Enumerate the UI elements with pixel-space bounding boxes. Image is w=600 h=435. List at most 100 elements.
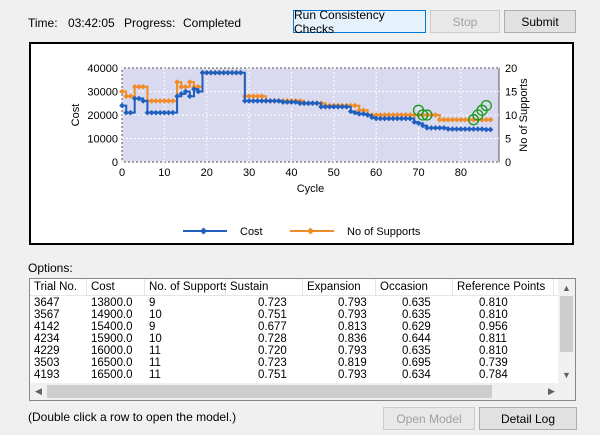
table-row[interactable]: 4142 15400.0 9 0.677 0.813 0.629 0.956 xyxy=(30,321,560,333)
supports-point xyxy=(178,83,185,90)
cost-point xyxy=(199,69,206,76)
supports-point xyxy=(449,116,456,123)
x-tick-label: 40 xyxy=(285,167,297,179)
cost-point xyxy=(377,115,384,122)
cost-point xyxy=(441,125,447,131)
cost-point xyxy=(373,115,379,122)
x-tick-label: 50 xyxy=(328,167,340,179)
vertical-scrollbar[interactable]: ▲ ▼ xyxy=(558,279,575,383)
chevron-left-icon[interactable]: ◀ xyxy=(35,386,42,396)
table-cell: 3567 xyxy=(34,309,60,321)
submit-button[interactable]: Submit xyxy=(504,10,576,33)
column-header[interactable]: Trial No. xyxy=(30,279,87,296)
column-header[interactable]: Expansion xyxy=(303,279,376,296)
supports-point xyxy=(483,116,490,123)
table-cell: 0.720 xyxy=(258,345,287,357)
table-cell: 0.819 xyxy=(338,357,367,369)
cost-point xyxy=(402,115,409,122)
supports-point xyxy=(153,98,159,104)
cost-point xyxy=(458,126,464,132)
table-cell: 0.956 xyxy=(479,321,508,333)
cost-point xyxy=(390,115,396,122)
cost-point xyxy=(284,99,291,105)
chevron-right-icon[interactable]: ▶ xyxy=(548,386,555,396)
stop-button[interactable]: Stop xyxy=(430,10,500,33)
run-consistency-checks-button[interactable]: Run Consistency Checks xyxy=(293,8,426,36)
table-row[interactable]: 3567 14900.0 10 0.751 0.793 0.635 0.810 xyxy=(30,309,560,321)
y-tick-label: 0 xyxy=(112,157,118,169)
chevron-up-icon[interactable]: ▲ xyxy=(562,282,571,293)
table-row[interactable]: 4234 15900.0 10 0.728 0.836 0.644 0.811 xyxy=(30,333,560,345)
table-cell: 0.793 xyxy=(338,297,367,309)
detail-log-button[interactable]: Detail Log xyxy=(479,407,577,430)
cost-point xyxy=(411,119,418,125)
column-header[interactable]: Occasion xyxy=(376,279,453,296)
cost-point xyxy=(394,115,401,122)
scroll-thumb-horizontal[interactable] xyxy=(47,385,492,398)
highlight-circle xyxy=(421,109,433,121)
column-header[interactable]: Cost xyxy=(87,279,145,296)
cost-point xyxy=(225,69,231,76)
cost-point xyxy=(220,69,227,76)
time-label: Time: xyxy=(28,16,58,30)
cost-point xyxy=(369,114,375,121)
cost-point xyxy=(123,109,130,116)
cost-point xyxy=(161,109,168,116)
table-cell: 4234 xyxy=(34,333,60,345)
trials-table[interactable]: Trial No. Cost No. of Supports Sustain Expan… xyxy=(29,278,576,401)
table-row[interactable]: 3647 13800.0 9 0.723 0.793 0.635 0.810 xyxy=(30,297,560,309)
cost-point xyxy=(280,99,286,105)
supports-point xyxy=(402,112,409,118)
table-cell: 0.723 xyxy=(258,357,287,369)
cost-point xyxy=(131,95,138,102)
cost-point xyxy=(174,93,180,100)
supports-point xyxy=(390,112,396,118)
cost-point xyxy=(263,98,269,104)
cost-point xyxy=(462,126,468,132)
table-cell: 16500.0 xyxy=(91,369,133,381)
open-model-button[interactable]: Open Model xyxy=(383,407,475,430)
cost-point xyxy=(352,109,358,116)
cost-point xyxy=(292,99,299,105)
x-tick-label: 60 xyxy=(370,167,382,179)
table-cell: 15400.0 xyxy=(91,321,133,333)
y-tick-label: 20000 xyxy=(87,110,118,122)
time-value: 03:42:05 xyxy=(68,16,115,30)
cost-point xyxy=(436,125,443,131)
supports-point xyxy=(432,112,439,118)
table-cell: 0.751 xyxy=(258,369,287,381)
supports-point xyxy=(258,93,265,100)
table-row[interactable]: 4229 16000.0 11 0.720 0.793 0.635 0.810 xyxy=(30,345,560,357)
cost-point xyxy=(466,126,473,132)
supports-point xyxy=(445,116,451,123)
x-tick-label: 10 xyxy=(158,167,170,179)
column-header[interactable]: Sustain xyxy=(226,279,303,296)
supports-point xyxy=(360,107,367,114)
table-cell: 0.811 xyxy=(479,333,507,345)
cost-point xyxy=(144,109,151,116)
cost-point xyxy=(186,93,193,100)
table-row[interactable]: 3503 16500.0 11 0.723 0.819 0.695 0.739 xyxy=(30,357,560,369)
table-cell: 10 xyxy=(149,333,162,345)
table-row[interactable]: 4193 16500.0 11 0.751 0.793 0.634 0.784 xyxy=(30,369,560,381)
x-tick-label: 0 xyxy=(119,167,125,179)
supports-point xyxy=(394,112,401,118)
column-header[interactable]: Reference Points xyxy=(453,279,554,296)
cost-point xyxy=(364,112,371,118)
supports-point xyxy=(386,112,392,118)
cost-point xyxy=(381,115,388,122)
chevron-down-icon[interactable]: ▼ xyxy=(562,369,571,380)
table-cell: 0.629 xyxy=(402,321,431,333)
column-header[interactable]: No. of Supports xyxy=(145,279,229,296)
legend-cost-marker xyxy=(199,227,208,235)
y-tick-label: 10000 xyxy=(87,134,118,146)
horizontal-scrollbar[interactable]: ◀ ▶ xyxy=(30,383,560,400)
scroll-thumb-vertical[interactable] xyxy=(560,296,573,352)
chart-panel: 0 10000 20000 30000 40000 0 5 10 15 20 0 10 20 30 40 50… xyxy=(29,42,574,245)
cost-point xyxy=(288,99,295,105)
cost-point xyxy=(445,126,451,132)
x-tick-label: 70 xyxy=(412,167,424,179)
y2-axis-label: No of Supports xyxy=(518,78,530,152)
double-click-hint: (Double click a row to open the model.) xyxy=(28,410,237,424)
table-cell: 0.751 xyxy=(258,309,287,321)
